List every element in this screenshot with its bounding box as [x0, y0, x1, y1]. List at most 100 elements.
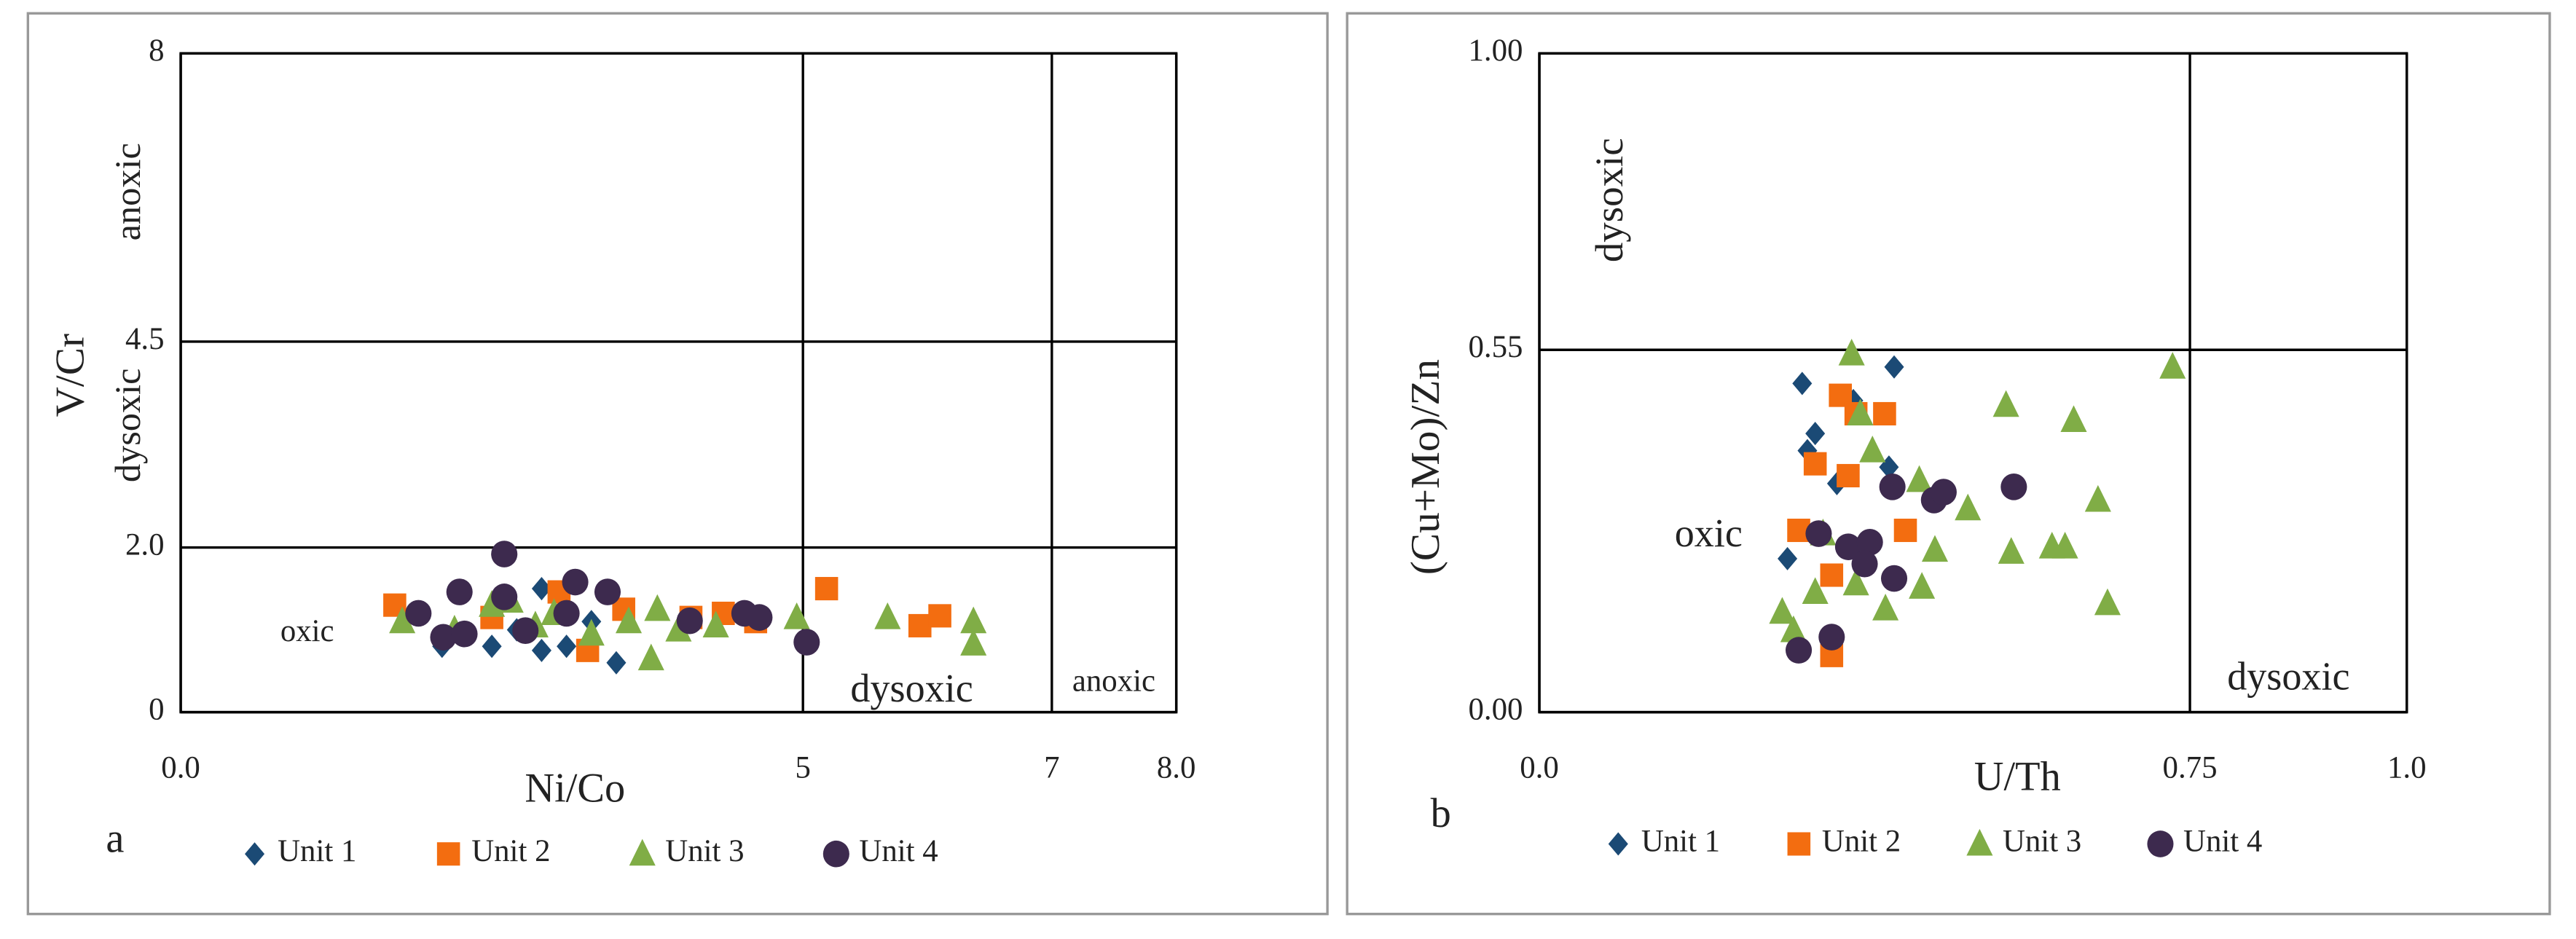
point	[1778, 546, 1798, 570]
y-tick-label: 0	[149, 692, 164, 726]
point	[2084, 484, 2111, 512]
point	[1805, 422, 1826, 446]
point	[814, 577, 839, 601]
panel-frame	[26, 12, 1329, 916]
point	[1955, 493, 1982, 521]
y-tick-label: 8	[149, 34, 164, 68]
x-tick-label: 0.0	[1520, 750, 1559, 785]
y-axis-label: V/Cr	[47, 334, 93, 417]
point	[451, 620, 478, 648]
point	[1930, 479, 1957, 506]
point	[676, 607, 703, 634]
panel-label: a	[106, 815, 124, 861]
point	[578, 618, 605, 646]
point	[644, 594, 671, 621]
point	[1820, 563, 1844, 587]
point	[1992, 390, 2019, 417]
point	[1802, 577, 1829, 605]
y-tick-label: 4.5	[125, 322, 165, 356]
point	[1834, 533, 1861, 560]
point	[960, 629, 987, 656]
y-tick-label: 0.55	[1469, 330, 1523, 364]
y-tick-label: 1.00	[1469, 34, 1523, 68]
annotation: dysoxic	[1587, 138, 1631, 262]
panel-frame	[1346, 12, 2551, 916]
point	[2000, 474, 2027, 500]
legend-label: Unit 2	[471, 834, 550, 868]
point	[702, 610, 729, 637]
legend-label: Unit 3	[665, 834, 744, 868]
point	[482, 634, 502, 659]
legend-label: Unit 4	[859, 834, 938, 868]
legend-marker	[822, 840, 849, 868]
point	[1859, 435, 1886, 463]
point	[1856, 528, 1883, 556]
point	[1792, 372, 1813, 396]
point	[1851, 550, 1878, 578]
point	[2060, 405, 2087, 433]
legend-label: Unit 1	[1641, 824, 1720, 858]
x-tick-label: 7	[1044, 750, 1059, 785]
point	[594, 578, 621, 605]
y-tick-label: 2.0	[125, 527, 165, 562]
point	[1769, 597, 1796, 624]
legend-label: Unit 4	[2183, 824, 2262, 858]
point	[2051, 532, 2078, 559]
point	[1780, 615, 1807, 643]
annotation: oxic	[1675, 510, 1743, 554]
point	[479, 590, 506, 617]
point	[1842, 568, 1869, 596]
point	[1805, 520, 1832, 547]
point	[1906, 465, 1933, 492]
x-tick-label: 1.0	[2387, 750, 2427, 785]
legend-label: Unit 1	[278, 834, 356, 868]
panel-label: b	[1431, 790, 1451, 836]
annotation: oxic	[280, 614, 334, 648]
x-axis-label: U/Th	[1974, 753, 2061, 799]
point	[430, 624, 457, 651]
point	[491, 584, 518, 610]
point	[874, 602, 901, 629]
annotation: anoxic	[1072, 664, 1155, 698]
point	[908, 613, 932, 637]
point	[1884, 355, 1904, 379]
point	[1847, 398, 1874, 425]
legend-marker	[1787, 832, 1811, 856]
annotation: dysoxic	[107, 368, 148, 482]
point	[637, 643, 664, 671]
point	[1893, 518, 1917, 543]
point	[606, 651, 627, 675]
x-tick-label: 8.0	[1157, 750, 1196, 785]
annotation: anoxic	[107, 143, 148, 240]
legend-marker	[1608, 832, 1628, 856]
point	[1872, 594, 1899, 621]
point	[562, 568, 589, 596]
x-tick-label: 0.75	[2163, 750, 2218, 785]
point	[446, 578, 473, 605]
point	[1786, 637, 1813, 664]
point	[1909, 572, 1936, 599]
x-axis-label: Ni/Co	[525, 765, 625, 811]
point	[405, 600, 432, 627]
point	[1873, 401, 1896, 425]
point	[2159, 352, 2186, 379]
point	[746, 604, 773, 631]
legend-label: Unit 3	[2003, 824, 2081, 858]
point	[793, 629, 820, 656]
point	[1803, 452, 1827, 476]
point	[491, 541, 518, 567]
y-axis-label: (Cu+Mo)/Zn	[1402, 359, 1448, 575]
point	[553, 600, 580, 627]
point	[1837, 463, 1860, 487]
legend-marker	[629, 838, 656, 866]
point	[783, 602, 810, 629]
annotation: dysoxic	[2227, 653, 2349, 698]
point	[1879, 474, 1906, 500]
point	[928, 604, 951, 628]
point	[512, 617, 539, 645]
legend-marker	[436, 842, 460, 866]
legend-label: Unit 2	[1822, 824, 1901, 858]
point	[557, 634, 577, 659]
point	[1818, 624, 1845, 651]
